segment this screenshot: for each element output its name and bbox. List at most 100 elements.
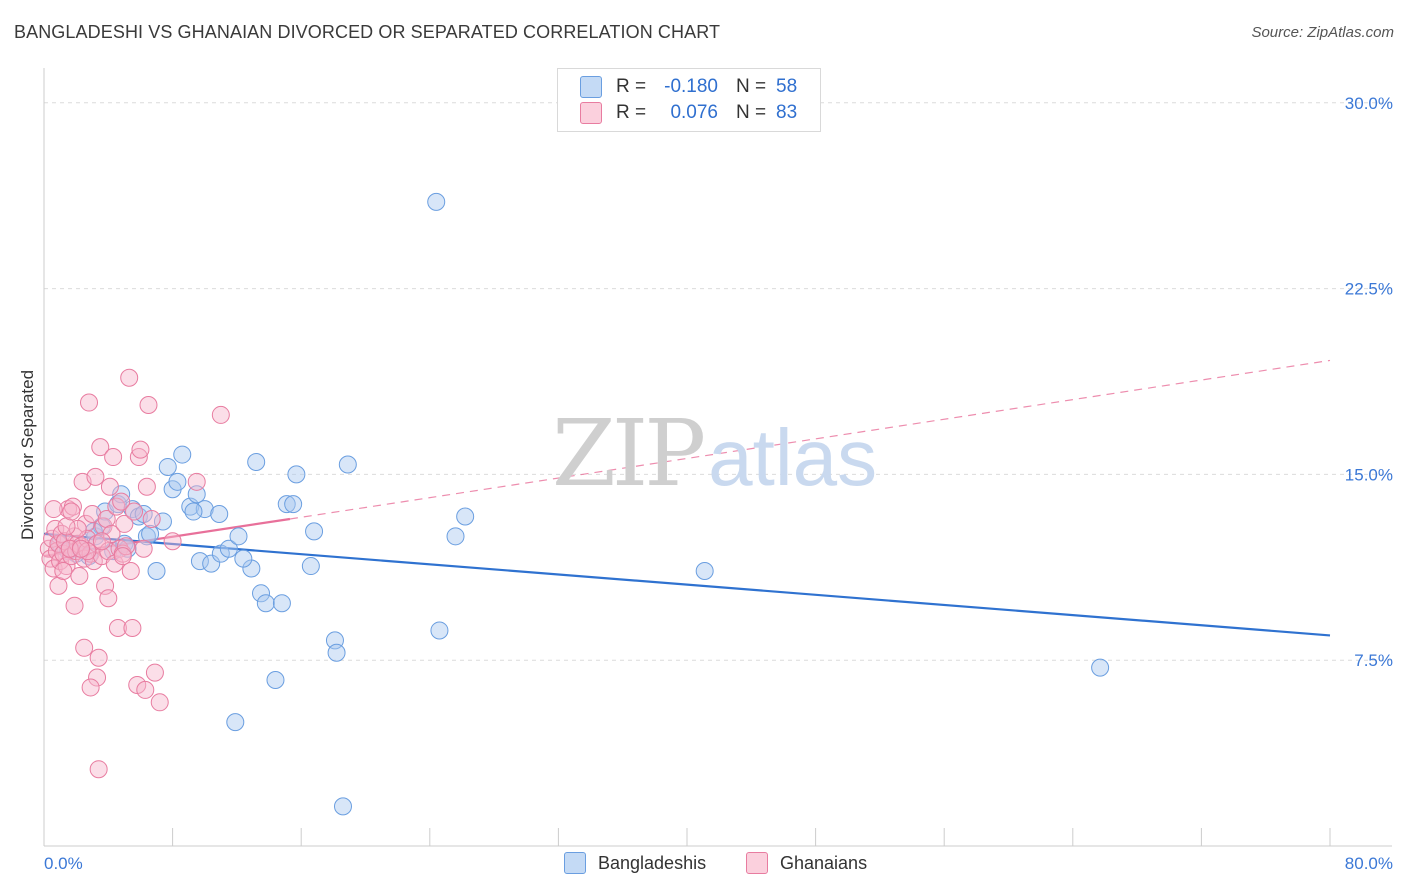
chart-title: BANGLADESHI VS GHANAIAN DIVORCED OR SEPA… (14, 22, 721, 42)
data-point (83, 505, 102, 524)
data-point (1091, 658, 1110, 677)
data-point (202, 554, 221, 573)
data-point (695, 562, 714, 581)
data-point (81, 678, 100, 697)
legend-n-value: 58 (776, 76, 798, 97)
series-label-bangladeshis: Bangladeshis (598, 852, 707, 873)
series-legend: Bangladeshis Ghanaians (0, 852, 1406, 878)
data-point (226, 713, 245, 732)
x-tick-label: 0.0% (44, 854, 83, 873)
data-point (210, 505, 229, 524)
data-point (150, 693, 169, 712)
source-label: Source: ZipAtlas.com (1251, 24, 1394, 41)
data-point (71, 539, 90, 558)
data-point (89, 760, 108, 779)
y-tick-label: 30.0% (1345, 94, 1393, 113)
data-point (142, 509, 161, 528)
series-legend-bangladeshis[interactable]: Bangladeshis (564, 852, 706, 874)
data-point (195, 500, 214, 519)
watermark-zip: ZIP (552, 400, 706, 507)
data-point (187, 472, 206, 491)
data-point (168, 472, 187, 491)
data-point (430, 621, 449, 640)
data-point (91, 438, 110, 457)
data-point (145, 663, 164, 682)
data-point (136, 680, 155, 699)
data-point (163, 532, 182, 551)
data-point (108, 618, 127, 637)
data-point (88, 668, 107, 687)
y-tick-label: 15.0% (1345, 465, 1393, 484)
data-point (129, 448, 148, 467)
series-ghanaians (39, 368, 230, 779)
data-point (100, 477, 119, 496)
data-point (78, 529, 97, 548)
data-point (153, 512, 172, 531)
data-point (277, 495, 296, 514)
data-point (121, 562, 140, 581)
data-point (134, 539, 153, 558)
data-point (125, 502, 144, 521)
data-point (68, 519, 87, 538)
data-point (99, 589, 118, 608)
stats-legend: R = -0.180 N = 58 R = 0.076 N = 83 (557, 68, 821, 132)
series-legend-ghanaians[interactable]: Ghanaians (746, 852, 867, 874)
data-point (44, 500, 63, 519)
data-point (62, 502, 81, 521)
x-tick-label: 80.0% (1345, 854, 1393, 873)
trend-line-extension (289, 359, 1331, 520)
data-point (158, 457, 177, 476)
data-point (446, 527, 465, 546)
data-point (301, 557, 320, 576)
data-point (102, 524, 121, 543)
data-point (49, 576, 68, 595)
watermark: ZIPatlas (552, 400, 877, 507)
data-point (252, 584, 271, 603)
data-point (256, 594, 275, 613)
data-point (104, 448, 123, 467)
data-point (327, 643, 346, 662)
data-point (131, 440, 150, 459)
legend-r-label: R = (616, 76, 647, 97)
data-points (39, 192, 1110, 816)
data-point (113, 547, 132, 566)
data-point (272, 594, 291, 613)
legend-swatch-ghanaians (580, 102, 602, 124)
data-point (173, 445, 192, 464)
data-point (97, 509, 116, 528)
series-swatch-bangladeshis (564, 852, 586, 874)
data-point (229, 527, 248, 546)
legend-n-value: 83 (776, 102, 798, 123)
data-point (287, 465, 306, 484)
tick-labels: 7.5% 15.0% 22.5% 30.0% 0.0% 80.0% (44, 94, 1393, 873)
data-point (187, 485, 206, 504)
legend-r-label: R = (616, 102, 647, 123)
data-point (184, 502, 203, 521)
data-point (219, 539, 238, 558)
data-point (57, 517, 76, 536)
data-point (75, 638, 94, 657)
legend-n-label: N = (736, 76, 767, 97)
data-point (338, 455, 357, 474)
legend-r-value: 0.076 (670, 102, 718, 123)
data-point (107, 497, 126, 516)
data-point (123, 618, 142, 637)
axes (43, 68, 1392, 847)
legend-row-bangladeshis: R = -0.180 N = 58 (580, 74, 797, 100)
legend-r-value: -0.180 (664, 76, 718, 97)
data-point (284, 495, 303, 514)
data-point (234, 549, 253, 568)
data-point (65, 596, 84, 615)
series-swatch-ghanaians (746, 852, 768, 874)
data-point (112, 492, 131, 511)
data-point (139, 396, 158, 415)
data-point (86, 467, 105, 486)
legend-n-label: N = (736, 102, 767, 123)
data-point (116, 537, 135, 556)
data-point (247, 453, 266, 471)
y-axis-label: Divorced or Separated (18, 369, 37, 541)
data-point (427, 192, 446, 211)
data-point (141, 524, 160, 543)
data-point (137, 477, 156, 496)
